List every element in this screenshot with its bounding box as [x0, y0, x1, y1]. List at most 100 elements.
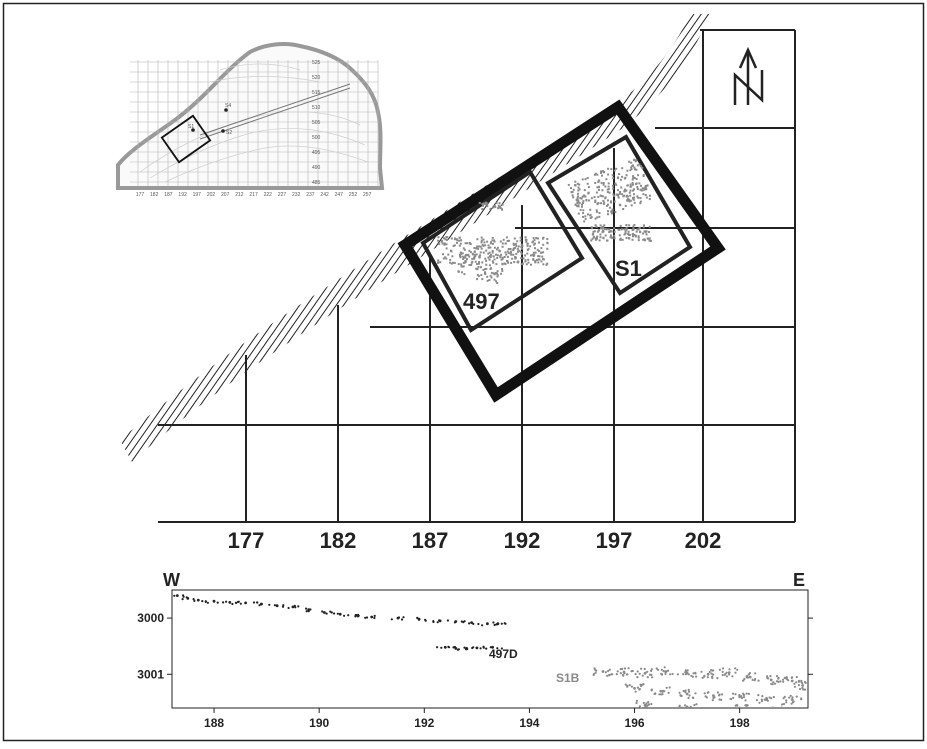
map-point	[463, 248, 466, 251]
map-point	[608, 206, 611, 209]
map-point	[535, 259, 538, 261]
map-point	[546, 238, 549, 241]
map-point	[485, 259, 488, 262]
cluster-497D-label: 497D	[489, 647, 518, 661]
map-point	[601, 195, 604, 198]
map-point	[631, 238, 634, 241]
map-point	[451, 255, 454, 258]
map-point	[587, 191, 590, 194]
map-point	[619, 238, 622, 241]
map-point	[608, 228, 611, 231]
profile-point-497D	[489, 646, 492, 649]
profile-point-S1B	[695, 703, 698, 706]
map-point	[532, 258, 535, 261]
map-point	[484, 257, 487, 260]
map-point	[618, 192, 621, 195]
map-point	[600, 227, 602, 230]
grid-x-label: 177	[228, 528, 265, 553]
profile-point-S1B	[711, 699, 714, 702]
map-point	[542, 251, 545, 254]
map-point	[459, 256, 462, 259]
profile-point-S1B	[745, 692, 748, 695]
map-point	[488, 258, 491, 261]
map-point	[490, 276, 493, 279]
map-point	[479, 254, 481, 257]
profile-point-S1B	[786, 708, 788, 710]
inset-x-label: 217	[249, 192, 258, 198]
profile-point-497D	[347, 614, 350, 617]
map-point	[628, 224, 631, 227]
map-point	[533, 239, 536, 242]
map-point	[496, 275, 499, 278]
profile-point-497D	[492, 621, 495, 624]
inset-x-label: 232	[292, 192, 301, 198]
profile-point-S1B	[623, 667, 627, 670]
profile-point-S1B	[712, 694, 715, 697]
map-point	[476, 267, 479, 270]
map-point	[501, 257, 504, 260]
map-point	[502, 238, 505, 241]
map-point	[641, 166, 644, 169]
map-point	[607, 213, 609, 216]
map-point	[599, 224, 602, 227]
profile-point-S1B	[604, 671, 608, 674]
site-S1-points	[567, 158, 652, 242]
profile-point-S1B	[663, 666, 666, 669]
map-point	[520, 257, 523, 260]
profile-point-S1B	[775, 675, 779, 678]
site-497-box	[420, 169, 585, 333]
map-point	[615, 167, 618, 170]
map-point	[632, 232, 635, 235]
map-point	[441, 242, 444, 245]
map-point	[630, 161, 633, 164]
map-point	[489, 246, 492, 249]
map-point	[460, 265, 463, 268]
map-point	[475, 253, 478, 256]
map-point	[515, 245, 518, 248]
profile-point-S1B	[638, 705, 642, 708]
map-point	[576, 205, 579, 208]
map-point	[439, 261, 442, 264]
profile-point-S1B	[781, 703, 784, 706]
map-point	[447, 253, 450, 256]
profile-point-S1B	[718, 668, 722, 671]
map-point	[621, 193, 624, 196]
map-point	[456, 241, 458, 244]
profile-point-S1B	[721, 693, 724, 696]
profile-point-S1B	[687, 696, 690, 700]
inset-transect	[199, 83, 351, 140]
profile-point-497D	[173, 594, 176, 597]
profile-point-S1B	[685, 692, 689, 696]
map-point	[519, 239, 522, 242]
inset-contour-label: 505	[312, 120, 321, 126]
map-point	[476, 273, 479, 276]
map-point	[591, 227, 594, 230]
profile-points	[173, 594, 807, 713]
map-point	[596, 186, 599, 189]
map-point	[540, 247, 543, 250]
map-point	[619, 191, 622, 193]
profile-point-S1B	[780, 707, 783, 708]
profile-point-497D	[181, 598, 184, 601]
map-point	[633, 166, 636, 169]
profile-point-S1B	[763, 698, 766, 701]
map-point	[504, 251, 507, 254]
map-point	[527, 258, 530, 261]
map-point	[509, 250, 512, 253]
inset-contour-label: 510	[312, 105, 321, 111]
profile-point-S1B	[654, 692, 657, 695]
profile-point-S1B	[782, 680, 785, 683]
map-point	[570, 187, 572, 190]
map-point	[464, 242, 467, 245]
profile-point-S1B	[789, 711, 791, 713]
profile-point-497D	[479, 647, 482, 650]
map-point	[537, 258, 540, 261]
map-point	[610, 230, 613, 233]
inset-contour-label: 520	[312, 75, 321, 81]
map-point	[478, 256, 481, 259]
map-point	[541, 255, 544, 258]
profile-point-497D	[185, 596, 188, 599]
map-point	[645, 188, 648, 191]
profile-point-S1B	[615, 673, 618, 676]
profile-point-S1B	[646, 704, 649, 707]
